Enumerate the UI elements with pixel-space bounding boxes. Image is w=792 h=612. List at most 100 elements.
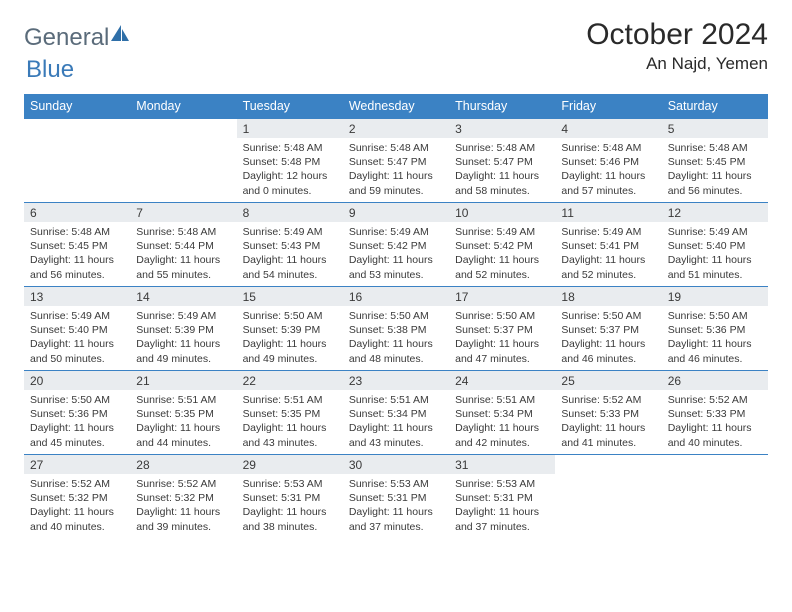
sunrise-line: Sunrise: 5:48 AM: [561, 141, 655, 155]
day-details: Sunrise: 5:48 AMSunset: 5:44 PMDaylight:…: [130, 222, 236, 286]
calendar-day-cell: [24, 119, 130, 203]
sunset-line: Sunset: 5:35 PM: [243, 407, 337, 421]
day-number: 19: [662, 287, 768, 306]
daylight-line: Daylight: 11 hours and 46 minutes.: [561, 337, 655, 365]
daylight-line: Daylight: 11 hours and 46 minutes.: [668, 337, 762, 365]
calendar-week-row: 20Sunrise: 5:50 AMSunset: 5:36 PMDayligh…: [24, 371, 768, 455]
day-details: Sunrise: 5:48 AMSunset: 5:47 PMDaylight:…: [343, 138, 449, 202]
sunset-line: Sunset: 5:37 PM: [455, 323, 549, 337]
sunrise-line: Sunrise: 5:48 AM: [455, 141, 549, 155]
sunset-line: Sunset: 5:48 PM: [243, 155, 337, 169]
brand-logo: General: [24, 24, 133, 52]
calendar-day-cell: 20Sunrise: 5:50 AMSunset: 5:36 PMDayligh…: [24, 371, 130, 455]
dayname-header: Sunday: [24, 94, 130, 119]
daylight-line: Daylight: 11 hours and 40 minutes.: [30, 505, 124, 533]
daylight-line: Daylight: 11 hours and 59 minutes.: [349, 169, 443, 197]
sunrise-line: Sunrise: 5:48 AM: [243, 141, 337, 155]
calendar-day-cell: 8Sunrise: 5:49 AMSunset: 5:43 PMDaylight…: [237, 203, 343, 287]
sunrise-line: Sunrise: 5:52 AM: [561, 393, 655, 407]
daylight-line: Daylight: 11 hours and 56 minutes.: [668, 169, 762, 197]
day-details: Sunrise: 5:51 AMSunset: 5:35 PMDaylight:…: [130, 390, 236, 454]
daylight-line: Daylight: 11 hours and 53 minutes.: [349, 253, 443, 281]
day-details: Sunrise: 5:53 AMSunset: 5:31 PMDaylight:…: [237, 474, 343, 538]
sunrise-line: Sunrise: 5:49 AM: [136, 309, 230, 323]
calendar-day-cell: [662, 455, 768, 539]
sunrise-line: Sunrise: 5:48 AM: [349, 141, 443, 155]
dayname-header: Tuesday: [237, 94, 343, 119]
sunset-line: Sunset: 5:32 PM: [136, 491, 230, 505]
calendar-day-cell: 16Sunrise: 5:50 AMSunset: 5:38 PMDayligh…: [343, 287, 449, 371]
day-details: Sunrise: 5:48 AMSunset: 5:46 PMDaylight:…: [555, 138, 661, 202]
day-number: 4: [555, 119, 661, 138]
calendar-day-cell: 24Sunrise: 5:51 AMSunset: 5:34 PMDayligh…: [449, 371, 555, 455]
calendar-day-cell: 10Sunrise: 5:49 AMSunset: 5:42 PMDayligh…: [449, 203, 555, 287]
day-number: 16: [343, 287, 449, 306]
sunrise-line: Sunrise: 5:51 AM: [243, 393, 337, 407]
sunset-line: Sunset: 5:31 PM: [349, 491, 443, 505]
daylight-line: Daylight: 11 hours and 48 minutes.: [349, 337, 443, 365]
calendar-day-cell: 29Sunrise: 5:53 AMSunset: 5:31 PMDayligh…: [237, 455, 343, 539]
month-title: October 2024: [586, 18, 768, 52]
day-details: Sunrise: 5:51 AMSunset: 5:35 PMDaylight:…: [237, 390, 343, 454]
sunrise-line: Sunrise: 5:53 AM: [455, 477, 549, 491]
calendar-day-cell: 21Sunrise: 5:51 AMSunset: 5:35 PMDayligh…: [130, 371, 236, 455]
day-number: 22: [237, 371, 343, 390]
sunrise-line: Sunrise: 5:48 AM: [668, 141, 762, 155]
calendar-day-cell: 17Sunrise: 5:50 AMSunset: 5:37 PMDayligh…: [449, 287, 555, 371]
sunset-line: Sunset: 5:38 PM: [349, 323, 443, 337]
brand-part2: Blue: [26, 56, 74, 83]
day-details: Sunrise: 5:48 AMSunset: 5:45 PMDaylight:…: [24, 222, 130, 286]
day-number: 11: [555, 203, 661, 222]
sunset-line: Sunset: 5:31 PM: [455, 491, 549, 505]
daylight-line: Daylight: 11 hours and 55 minutes.: [136, 253, 230, 281]
daylight-line: Daylight: 11 hours and 42 minutes.: [455, 421, 549, 449]
daylight-line: Daylight: 11 hours and 49 minutes.: [136, 337, 230, 365]
title-block: October 2024 An Najd, Yemen: [586, 18, 768, 74]
daylight-line: Daylight: 11 hours and 54 minutes.: [243, 253, 337, 281]
sunset-line: Sunset: 5:36 PM: [668, 323, 762, 337]
sunset-line: Sunset: 5:35 PM: [136, 407, 230, 421]
day-details: Sunrise: 5:52 AMSunset: 5:32 PMDaylight:…: [24, 474, 130, 538]
daylight-line: Daylight: 11 hours and 51 minutes.: [668, 253, 762, 281]
day-details: Sunrise: 5:49 AMSunset: 5:43 PMDaylight:…: [237, 222, 343, 286]
day-details: Sunrise: 5:48 AMSunset: 5:48 PMDaylight:…: [237, 138, 343, 202]
day-number: 12: [662, 203, 768, 222]
calendar-day-cell: 2Sunrise: 5:48 AMSunset: 5:47 PMDaylight…: [343, 119, 449, 203]
sunset-line: Sunset: 5:34 PM: [455, 407, 549, 421]
sunrise-line: Sunrise: 5:51 AM: [455, 393, 549, 407]
day-number: 26: [662, 371, 768, 390]
calendar-day-cell: 7Sunrise: 5:48 AMSunset: 5:44 PMDaylight…: [130, 203, 236, 287]
sunrise-line: Sunrise: 5:49 AM: [243, 225, 337, 239]
calendar-day-cell: 11Sunrise: 5:49 AMSunset: 5:41 PMDayligh…: [555, 203, 661, 287]
daylight-line: Daylight: 11 hours and 37 minutes.: [349, 505, 443, 533]
day-number: 31: [449, 455, 555, 474]
sunset-line: Sunset: 5:47 PM: [349, 155, 443, 169]
sunset-line: Sunset: 5:42 PM: [349, 239, 443, 253]
day-details: Sunrise: 5:49 AMSunset: 5:42 PMDaylight:…: [343, 222, 449, 286]
day-details: Sunrise: 5:50 AMSunset: 5:39 PMDaylight:…: [237, 306, 343, 370]
sunrise-line: Sunrise: 5:48 AM: [136, 225, 230, 239]
day-number: 27: [24, 455, 130, 474]
day-number: 13: [24, 287, 130, 306]
calendar-week-row: 13Sunrise: 5:49 AMSunset: 5:40 PMDayligh…: [24, 287, 768, 371]
sunset-line: Sunset: 5:45 PM: [668, 155, 762, 169]
daylight-line: Daylight: 11 hours and 52 minutes.: [561, 253, 655, 281]
sunset-line: Sunset: 5:31 PM: [243, 491, 337, 505]
calendar-day-cell: 1Sunrise: 5:48 AMSunset: 5:48 PMDaylight…: [237, 119, 343, 203]
brand-part1: General: [24, 24, 109, 52]
sunset-line: Sunset: 5:33 PM: [668, 407, 762, 421]
sunrise-line: Sunrise: 5:52 AM: [668, 393, 762, 407]
day-details: Sunrise: 5:50 AMSunset: 5:38 PMDaylight:…: [343, 306, 449, 370]
day-details: Sunrise: 5:49 AMSunset: 5:41 PMDaylight:…: [555, 222, 661, 286]
sunset-line: Sunset: 5:33 PM: [561, 407, 655, 421]
dayname-header: Thursday: [449, 94, 555, 119]
sunrise-line: Sunrise: 5:50 AM: [668, 309, 762, 323]
sunrise-line: Sunrise: 5:53 AM: [243, 477, 337, 491]
sunset-line: Sunset: 5:44 PM: [136, 239, 230, 253]
sunset-line: Sunset: 5:41 PM: [561, 239, 655, 253]
calendar-day-cell: 31Sunrise: 5:53 AMSunset: 5:31 PMDayligh…: [449, 455, 555, 539]
daylight-line: Daylight: 11 hours and 45 minutes.: [30, 421, 124, 449]
sunrise-line: Sunrise: 5:49 AM: [668, 225, 762, 239]
daylight-line: Daylight: 11 hours and 38 minutes.: [243, 505, 337, 533]
sunrise-line: Sunrise: 5:52 AM: [30, 477, 124, 491]
